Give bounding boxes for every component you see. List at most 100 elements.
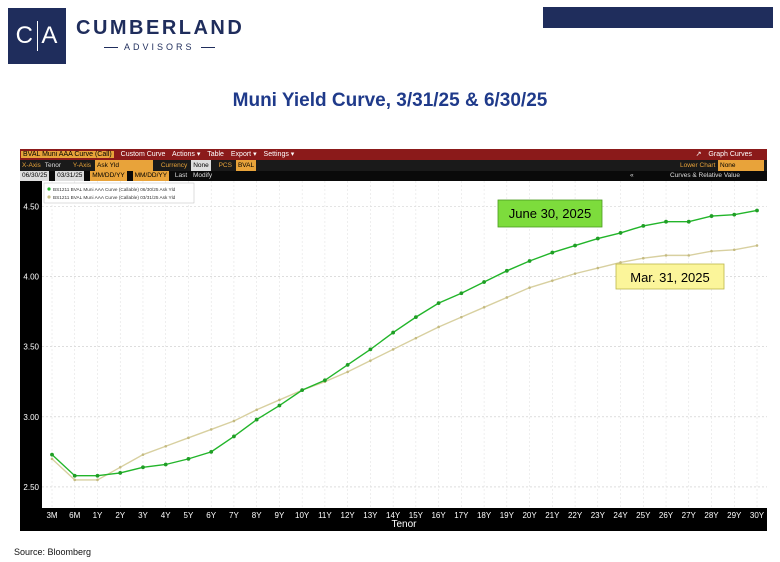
data-point-jun-30-2025 bbox=[141, 465, 145, 470]
data-point-jun-30-2025 bbox=[209, 449, 214, 454]
data-point-jun-30-2025 bbox=[482, 280, 486, 284]
data-point-mar-31-2025 bbox=[596, 266, 600, 270]
logo-initial-a: A bbox=[41, 22, 59, 49]
data-point-jun-30-2025 bbox=[72, 473, 77, 478]
x-tick-label: 15Y bbox=[409, 511, 424, 520]
data-point-mar-31-2025 bbox=[573, 272, 577, 275]
yaxis-field[interactable]: Ask Yld bbox=[95, 160, 154, 171]
x-tick-label: 11Y bbox=[318, 511, 332, 520]
graph-curves-button[interactable]: ↗ Graph Curves bbox=[696, 149, 757, 160]
data-point-jun-30-2025 bbox=[709, 214, 714, 218]
data-point-mar-31-2025 bbox=[710, 249, 713, 253]
data-point-mar-31-2025 bbox=[141, 453, 145, 456]
data-point-jun-30-2025 bbox=[391, 330, 396, 335]
currency-label: Currency bbox=[160, 162, 188, 169]
x-tick-label: 3Y bbox=[138, 511, 148, 520]
data-point-jun-30-2025 bbox=[95, 473, 100, 478]
x-tick-label: 6M bbox=[69, 511, 80, 520]
xaxis-label: X-Axis bbox=[22, 162, 41, 169]
slide-title: Muni Yield Curve, 3/31/25 & 6/30/25 bbox=[232, 90, 548, 111]
menu-custom-curve[interactable]: Custom Curve bbox=[120, 151, 166, 158]
currency-field[interactable]: None bbox=[191, 160, 211, 171]
data-point-jun-30-2025 bbox=[618, 231, 623, 235]
legend-entry-mar: BS1211 BVAL Muni AAA Curve (Callable) 03… bbox=[53, 195, 176, 200]
pcs-field[interactable]: BVAL bbox=[235, 160, 257, 171]
legend-entry-jun: BS1211 BVAL Muni AAA Curve (Callable) 06… bbox=[53, 187, 176, 192]
date-field-2[interactable]: 03/31/25 bbox=[55, 171, 85, 181]
x-tick-label: 2Y bbox=[115, 511, 125, 520]
data-point-jun-30-2025 bbox=[50, 452, 54, 457]
lower-chart-label: Lower Chart bbox=[680, 162, 716, 169]
logo-initial-c: C bbox=[15, 22, 34, 49]
data-point-jun-30-2025 bbox=[755, 208, 759, 213]
data-point-mar-31-2025 bbox=[187, 436, 190, 440]
brand-name: CUMBERLAND bbox=[76, 17, 245, 39]
data-point-jun-30-2025 bbox=[118, 471, 123, 475]
data-point-jun-30-2025 bbox=[459, 291, 464, 296]
data-point-mar-31-2025 bbox=[278, 398, 281, 402]
x-tick-label: 18Y bbox=[477, 511, 492, 520]
data-point-jun-30-2025 bbox=[732, 212, 737, 217]
menu-table[interactable]: Table bbox=[207, 151, 224, 158]
lower-chart-field[interactable]: None bbox=[718, 160, 764, 171]
menu-export[interactable]: Export ▾ bbox=[230, 151, 257, 158]
x-tick-label: 21Y bbox=[545, 511, 560, 520]
series-line-jun-30-2025 bbox=[51, 209, 758, 477]
x-tick-label: 7Y bbox=[229, 511, 239, 520]
brand-sub: ADVISORS bbox=[98, 42, 221, 52]
menu-settings[interactable]: Settings ▾ bbox=[263, 151, 295, 158]
date-field-4[interactable]: MM/DD/YY bbox=[132, 171, 170, 181]
x-tick-label: 24Y bbox=[613, 511, 628, 520]
data-point-mar-31-2025 bbox=[460, 315, 463, 319]
collapse-icon[interactable]: « bbox=[630, 172, 634, 179]
data-point-jun-30-2025 bbox=[277, 403, 282, 408]
data-point-jun-30-2025 bbox=[368, 347, 373, 352]
data-point-mar-31-2025 bbox=[482, 306, 486, 309]
modify-button[interactable]: Modify bbox=[192, 172, 213, 179]
date-field-1[interactable]: 06/30/25 bbox=[20, 171, 50, 181]
data-point-mar-31-2025 bbox=[96, 478, 99, 482]
data-point-jun-30-2025 bbox=[232, 434, 236, 439]
curves-relative-value[interactable]: Curves & Relative Value bbox=[670, 172, 740, 179]
annotation-box-mar bbox=[615, 263, 725, 290]
y-axis-ticks: 2.50 3.00 3.50 4.00 4.50 bbox=[23, 202, 39, 492]
series-lines bbox=[50, 208, 759, 482]
y-tick-label: 4.50 bbox=[23, 202, 39, 211]
x-tick-label: 9Y bbox=[275, 511, 285, 520]
data-point-jun-30-2025 bbox=[527, 259, 532, 263]
x-tick-label: 1Y bbox=[93, 511, 103, 520]
data-point-jun-30-2025 bbox=[436, 301, 441, 305]
data-point-mar-31-2025 bbox=[232, 419, 236, 423]
x-tick-label: 14Y bbox=[386, 511, 401, 520]
legend-marker-jun bbox=[47, 187, 51, 191]
annotation-box-jun bbox=[497, 199, 603, 228]
legend-marker-mar bbox=[47, 195, 51, 199]
last-button[interactable]: Last bbox=[174, 172, 188, 179]
legend-box bbox=[43, 182, 195, 204]
y-tick-label: 2.50 bbox=[23, 483, 39, 492]
x-tick-label: 29Y bbox=[727, 511, 742, 520]
data-point-mar-31-2025 bbox=[414, 336, 418, 340]
menu-actions[interactable]: Actions ▾ bbox=[171, 151, 201, 158]
data-point-mar-31-2025 bbox=[619, 261, 622, 264]
data-point-jun-30-2025 bbox=[686, 219, 691, 224]
data-point-mar-31-2025 bbox=[755, 244, 759, 247]
data-point-mar-31-2025 bbox=[664, 254, 668, 257]
data-point-jun-30-2025 bbox=[641, 224, 646, 228]
annotation-mar: Mar. 31, 2025 bbox=[630, 270, 710, 285]
data-point-mar-31-2025 bbox=[346, 370, 349, 374]
data-point-mar-31-2025 bbox=[528, 286, 531, 289]
xaxis-value[interactable]: Tenor bbox=[44, 162, 62, 169]
x-tick-label: 8Y bbox=[252, 511, 262, 520]
data-point-mar-31-2025 bbox=[641, 256, 645, 260]
data-point-mar-31-2025 bbox=[687, 254, 691, 257]
date-field-3[interactable]: MM/DD/YY bbox=[90, 171, 127, 181]
annotation-jun: June 30, 2025 bbox=[509, 206, 591, 221]
x-axis-label: Tenor bbox=[391, 519, 417, 530]
y-tick-label: 4.00 bbox=[23, 272, 39, 281]
x-tick-label: 3M bbox=[46, 511, 57, 520]
menu-curve-select[interactable]: BVAL Muni AAA Curve (Call) bbox=[21, 151, 114, 158]
data-point-mar-31-2025 bbox=[551, 279, 554, 282]
data-point-mar-31-2025 bbox=[73, 478, 77, 482]
x-tick-label: 20Y bbox=[522, 511, 537, 520]
